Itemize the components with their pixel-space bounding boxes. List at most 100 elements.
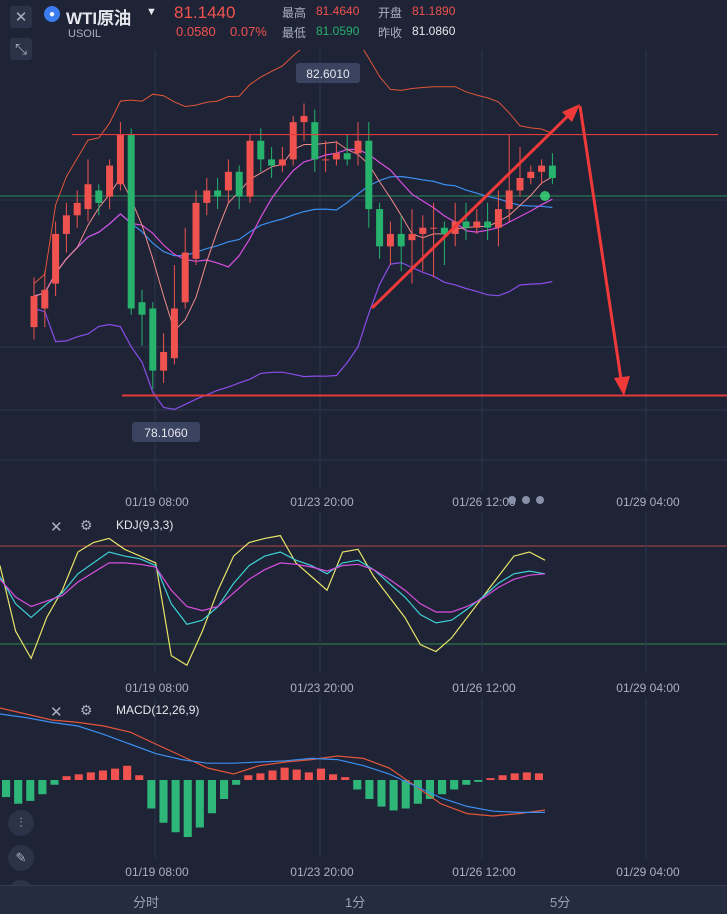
indicator-tool-icon[interactable]: ⫶: [8, 810, 34, 836]
kdj-label: KDJ(9,3,3): [116, 518, 174, 532]
candle-body: [289, 122, 297, 160]
kdj-d-line: [0, 562, 546, 613]
macd-histogram-bar: [522, 772, 531, 780]
x-tick-label: 01/19 08:00: [125, 681, 189, 695]
macd-histogram-bar: [183, 780, 192, 837]
open-label: 开盘: [378, 6, 403, 20]
candle-body: [62, 215, 70, 234]
macd-histogram-bar: [62, 776, 71, 780]
candle-body: [548, 165, 556, 179]
macd-indicator-chart[interactable]: 01/19 08:00 01/23 20:00 01/26 12:00 01/29 0…: [0, 698, 727, 885]
tab-5min[interactable]: 5分: [550, 895, 571, 910]
macd-histogram-bar: [195, 780, 204, 828]
macd-histogram-bar: [280, 767, 289, 780]
x-tick-label: 01/23 20:00: [290, 495, 354, 509]
quote-header: ✕ ⤡ ● WTI原油 ▼ USOIL 81.1440 0.0580 0.07%…: [0, 0, 727, 60]
price-change-pct: 0.07%: [230, 24, 267, 39]
macd-histogram-bar: [123, 765, 132, 780]
min-label-box: [132, 422, 200, 442]
max-price-label: 82.6010: [306, 67, 350, 81]
up-arrow-line: [370, 108, 576, 310]
prev-close-value: 81.0860: [412, 24, 456, 38]
candle-body: [386, 233, 394, 247]
symbol-code: USOIL: [68, 28, 102, 40]
settings-macd-icon[interactable]: ⚙: [80, 702, 93, 718]
close-macd-icon[interactable]: ✕: [50, 704, 63, 721]
macd-histogram-bar: [2, 780, 11, 798]
candle-body: [106, 165, 114, 197]
candle-body: [419, 227, 427, 234]
draw-tool-icon[interactable]: ✎: [8, 845, 34, 871]
candle-body: [365, 140, 373, 210]
x-tick-label: 01/26 12:00: [452, 495, 516, 509]
candle-body: [322, 159, 330, 161]
candle-body: [203, 190, 211, 203]
period-tabs: 分时 1分 5分: [0, 885, 727, 914]
macd-histogram-bar: [438, 780, 447, 795]
x-tick-label: 01/19 08:00: [125, 865, 189, 879]
pager-dot: [508, 496, 516, 504]
collapse-icon[interactable]: ⤡: [10, 38, 32, 60]
kdj-indicator-chart[interactable]: 01/19 08:00 01/23 20:00 01/26 12:00 01/29 0…: [0, 512, 727, 697]
macd-histogram-bar: [50, 780, 59, 785]
candle-body: [473, 221, 481, 228]
macd-histogram-bar: [14, 780, 23, 804]
macd-histogram-bar: [377, 780, 386, 807]
symbol-name[interactable]: WTI原油: [66, 9, 132, 28]
macd-histogram-bar: [171, 780, 180, 833]
candle-body: [538, 165, 546, 172]
candle-body: [127, 134, 135, 309]
candle-body: [332, 153, 340, 160]
macd-histogram-bar: [353, 780, 362, 790]
close-kdj-icon[interactable]: ✕: [50, 519, 63, 536]
macd-histogram-bar: [498, 775, 507, 780]
candle-body: [84, 184, 92, 210]
kdj-j-line: [0, 534, 546, 667]
candle-body: [116, 134, 124, 185]
macd-histogram-bar: [425, 780, 434, 799]
candle-body: [408, 233, 416, 241]
macd-histogram-bar: [38, 780, 47, 795]
macd-histogram-bar: [111, 768, 120, 780]
macd-histogram-bar: [401, 780, 410, 809]
candle-body: [354, 140, 362, 154]
tab-1min[interactable]: 1分: [345, 895, 366, 910]
chevron-down-icon[interactable]: ▼: [146, 6, 157, 18]
candle-body: [516, 178, 524, 191]
x-tick-label: 01/26 12:00: [452, 865, 516, 879]
tab-time-share[interactable]: 分时: [133, 895, 160, 910]
macd-histogram-bar: [220, 780, 229, 799]
candle-body: [95, 190, 103, 203]
candle-body: [505, 190, 513, 210]
candle-body: [224, 171, 232, 191]
macd-histogram-bar: [98, 770, 107, 780]
macd-histogram-bar: [486, 778, 495, 780]
macd-histogram-bar: [316, 768, 325, 780]
macd-histogram-bar: [304, 772, 313, 780]
macd-histogram-bar: [207, 780, 216, 814]
up-arrow-head: [562, 104, 580, 122]
bollinger-lower-line: [33, 261, 553, 411]
x-tick-label: 01/23 20:00: [290, 865, 354, 879]
macd-dea-line: [0, 713, 545, 813]
macd-dif-line: [0, 707, 546, 817]
macd-histogram-bar: [329, 774, 338, 780]
candle-body: [300, 115, 308, 123]
close-icon[interactable]: ✕: [10, 6, 32, 28]
symbol-logo-icon: ●: [44, 6, 60, 22]
candlestick-chart[interactable]: 82.6010 78.1060 01/19 08:00 01/23 20:00 01/2…: [0, 50, 727, 510]
macd-histogram-bar: [74, 774, 83, 780]
macd-histogram-bar: [135, 775, 144, 780]
x-tick-label: 01/19 08:00: [125, 495, 189, 509]
macd-histogram-bar: [341, 777, 350, 780]
macd-histogram-bar: [474, 780, 483, 782]
candle-body: [149, 308, 157, 371]
settings-kdj-icon[interactable]: ⚙: [80, 517, 93, 533]
open-value: 81.1890: [412, 4, 456, 18]
candle-body: [181, 252, 189, 303]
macd-histogram-bar: [534, 773, 543, 780]
max-label-box: [296, 63, 360, 83]
macd-histogram-bar: [292, 769, 301, 780]
macd-histogram-bar: [268, 770, 277, 780]
macd-histogram-bar: [256, 773, 265, 780]
